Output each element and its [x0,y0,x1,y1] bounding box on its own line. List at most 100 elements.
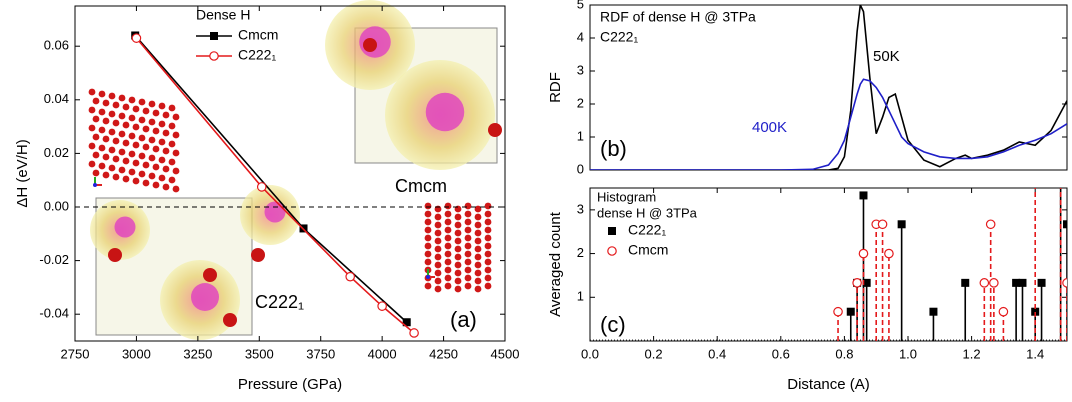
atom [159,121,166,128]
atom [435,254,442,261]
density-core [115,217,136,238]
atom [163,130,170,137]
atom [133,124,140,131]
atom [159,103,166,110]
marker [834,308,842,316]
atom [119,95,126,102]
atom [485,259,492,266]
marker [1057,162,1065,170]
atom [455,270,462,277]
atom [251,248,265,262]
atom [99,145,106,152]
annotation: RDF of dense H @ 3TPa [600,9,756,25]
marker [1031,162,1039,170]
marker [1063,220,1071,228]
atom [445,227,452,234]
atom [103,172,110,179]
atom [455,254,462,261]
atom [465,203,472,210]
atom [173,186,180,193]
atom [119,167,126,174]
atom [153,182,160,189]
atom [123,140,130,147]
atom [103,118,110,125]
atom [103,136,110,143]
atom [435,286,442,293]
atom [465,227,472,234]
atom [149,155,156,162]
atom [103,154,110,161]
atom [455,262,462,269]
atom [425,219,432,226]
atom [169,177,176,184]
atom [455,278,462,285]
atom [485,267,492,274]
atom [89,89,96,96]
atom [465,283,472,290]
atom [149,137,156,144]
legend-title: Dense H [196,7,250,23]
legend-label: C222₁ [628,222,666,238]
atom [435,246,442,253]
x-tick-label: 3000 [122,346,151,361]
figure: -0.04-0.020.000.020.040.0627503000325035… [0,0,1072,397]
marker [980,279,988,287]
marker [1018,279,1026,287]
atom [445,259,452,266]
atom [163,112,170,119]
axis-glyph [93,183,97,187]
atom [109,111,116,118]
plot-frame [590,5,1067,170]
atom [173,150,180,157]
legend-label: Cmcm [628,242,668,258]
atom [475,246,482,253]
atom [113,102,120,109]
atom [485,211,492,218]
atom [475,278,482,285]
atom [123,176,130,183]
atom [99,109,106,116]
atom [485,251,492,258]
x-tick-label: 0.2 [645,346,663,361]
y-tick-label: 0.02 [44,145,69,160]
atom [475,222,482,229]
marker [885,249,893,257]
atom [435,214,442,221]
atom [455,222,462,229]
marker [410,329,418,337]
atom [465,235,472,242]
atom [445,251,452,258]
atom [455,214,462,221]
atom [363,38,377,52]
atom [129,97,136,104]
atom [139,117,146,124]
atom [123,122,130,129]
y-axis-label: RDF [547,72,564,103]
x-tick-label: 4000 [368,346,397,361]
marker [999,308,1007,316]
atom [169,159,176,166]
atom [435,270,442,277]
atom [455,246,462,253]
atom [425,283,432,290]
annotation: C222₁ [255,292,304,312]
atom [465,251,472,258]
atom [475,286,482,293]
atom [485,227,492,234]
x-tick-label: 0.6 [772,346,790,361]
atom [93,98,100,105]
atom [93,152,100,159]
y-axis-label: ΔH (eV/H) [14,139,31,207]
atom [139,153,146,160]
atom [159,139,166,146]
x-tick-label: 1.0 [899,346,917,361]
atom [129,151,136,158]
atom [149,173,156,180]
marker [1038,279,1046,287]
x-tick-label: 0.4 [708,346,726,361]
legend-label: C222₁ [238,47,276,63]
atom [169,105,176,112]
atom [119,149,126,156]
insets [89,0,502,340]
marker [878,220,886,228]
